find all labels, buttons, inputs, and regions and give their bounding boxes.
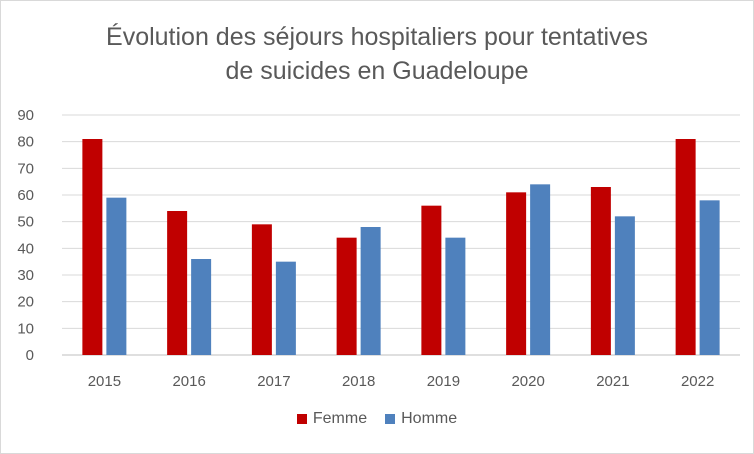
x-tick-label: 2020 bbox=[511, 373, 544, 390]
legend: Femme Homme bbox=[0, 410, 754, 428]
y-tick-label: 70 bbox=[17, 160, 34, 177]
legend-label-homme: Homme bbox=[401, 410, 458, 427]
legend-label-femme: Femme bbox=[312, 410, 368, 427]
y-tick-label: 10 bbox=[17, 320, 34, 337]
bar-homme-2015 bbox=[106, 197, 127, 355]
x-tick-label: 2018 bbox=[342, 373, 375, 390]
chart-title-line-2: de suicides en Guadeloupe bbox=[225, 57, 529, 85]
x-tick-label: 2022 bbox=[681, 373, 714, 390]
bar-femme-2017 bbox=[251, 224, 272, 355]
bar-homme-2019 bbox=[445, 237, 466, 355]
x-tick-label: 2015 bbox=[88, 373, 121, 390]
y-tick-label: 20 bbox=[17, 294, 34, 311]
legend-swatch-femme bbox=[296, 414, 307, 424]
y-tick-label: 40 bbox=[17, 240, 34, 257]
bar-homme-2022 bbox=[699, 200, 720, 355]
bar-femme-2020 bbox=[506, 192, 527, 355]
x-tick-label: 2019 bbox=[427, 373, 460, 390]
bar-femme-2016 bbox=[167, 211, 188, 355]
y-tick-label: 0 bbox=[26, 347, 34, 364]
legend-item-homme: Homme bbox=[385, 410, 457, 428]
legend-swatch-homme bbox=[385, 414, 396, 424]
bar-femme-2019 bbox=[421, 205, 442, 355]
x-tick-label: 2017 bbox=[257, 373, 290, 390]
y-tick-label: 30 bbox=[17, 267, 34, 284]
bar-homme-2021 bbox=[614, 216, 635, 355]
bar-femme-2018 bbox=[336, 237, 357, 355]
y-tick-label: 50 bbox=[17, 214, 34, 231]
bar-femme-2021 bbox=[590, 187, 611, 355]
bar-femme-2015 bbox=[82, 139, 103, 355]
y-tick-label: 60 bbox=[17, 187, 34, 204]
bar-homme-2018 bbox=[360, 227, 381, 355]
y-tick-label: 90 bbox=[17, 107, 34, 124]
x-tick-label: 2021 bbox=[596, 373, 629, 390]
bar-homme-2016 bbox=[191, 259, 212, 355]
bar-homme-2017 bbox=[275, 261, 296, 355]
bar-homme-2020 bbox=[530, 184, 551, 355]
chart-title-line-1: Évolution des séjours hospitaliers pour … bbox=[106, 23, 648, 51]
x-tick-label: 2016 bbox=[172, 373, 205, 390]
legend-item-femme: Femme bbox=[296, 410, 368, 428]
chart-title: Évolution des séjours hospitaliers pour … bbox=[0, 20, 754, 88]
bar-femme-2022 bbox=[675, 139, 696, 355]
y-tick-label: 80 bbox=[17, 134, 34, 151]
